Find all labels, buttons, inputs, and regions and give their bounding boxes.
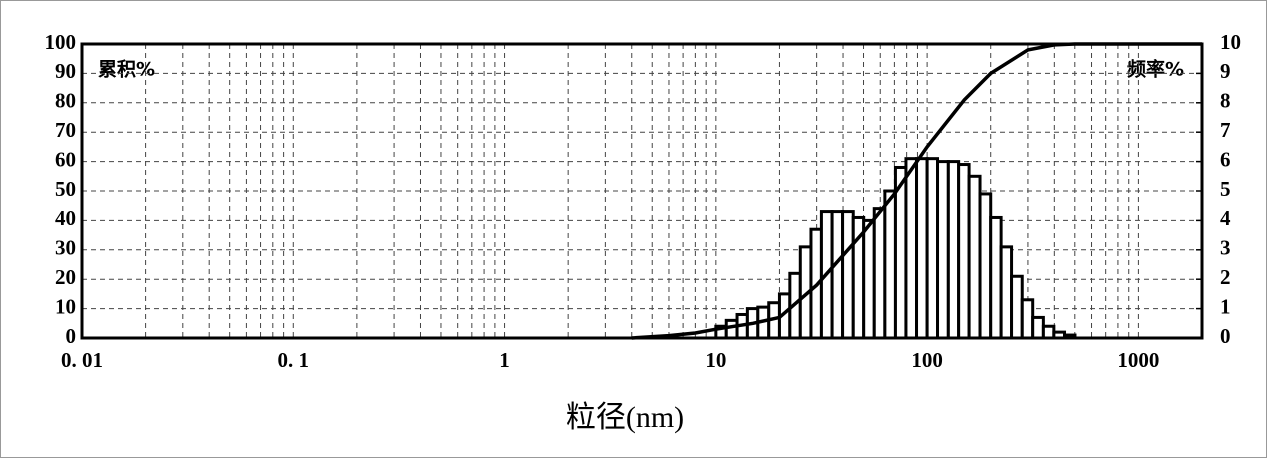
bar	[830, 210, 845, 340]
x-axis-label: 粒径(nm)	[566, 401, 684, 434]
bar	[1010, 274, 1024, 340]
plot-border	[80, 42, 1204, 340]
bar	[946, 160, 961, 340]
y-tick-label: 90	[55, 59, 76, 83]
y2-tick-label: 10	[1220, 30, 1241, 54]
cumulative-line	[631, 42, 1202, 340]
y-tick-label: 60	[55, 147, 76, 171]
bar	[978, 192, 993, 340]
bar	[915, 157, 929, 340]
bar	[1041, 324, 1056, 340]
bar	[883, 189, 897, 340]
bar	[989, 215, 1003, 340]
x-tick-label: 1	[499, 348, 510, 372]
bar	[904, 157, 919, 340]
y-tick-label: 40	[55, 206, 76, 230]
y-tick-label: 70	[55, 118, 76, 142]
y-axis-label: 累积%	[98, 59, 155, 81]
y-tick-label: 100	[45, 30, 77, 54]
y-tick-label: 10	[55, 294, 76, 318]
y-tick-label: 50	[55, 177, 76, 201]
x-tick-label: 1000	[1117, 348, 1159, 372]
y2-tick-label: 1	[1220, 294, 1231, 318]
bar	[872, 207, 887, 340]
y2-tick-label: 5	[1220, 177, 1231, 201]
x-tick-label: 0. 01	[61, 348, 103, 372]
bar	[957, 163, 971, 340]
bar	[999, 245, 1014, 340]
x-tick-label: 10	[705, 348, 726, 372]
bar	[724, 318, 739, 340]
y-tick-label: 0	[66, 324, 77, 348]
y2-tick-label: 3	[1220, 236, 1231, 260]
y2-tick-label: 4	[1220, 206, 1231, 230]
y2-axis-label: 频率%	[1127, 58, 1184, 81]
y2-tick-label: 7	[1220, 118, 1231, 142]
bar	[967, 174, 982, 340]
y-tick-label: 80	[55, 89, 76, 113]
x-tick-label: 100	[911, 348, 943, 372]
y2-tick-label: 6	[1220, 147, 1231, 171]
y2-tick-label: 0	[1220, 324, 1231, 348]
bar	[1031, 315, 1045, 340]
bar	[862, 218, 876, 340]
y2-tick-label: 8	[1220, 89, 1231, 113]
bar	[841, 210, 855, 340]
y-tick-label: 20	[55, 265, 76, 289]
y2-tick-label: 9	[1220, 59, 1231, 83]
bar	[1020, 298, 1035, 340]
bar	[936, 160, 950, 340]
bar	[925, 157, 940, 340]
x-tick-label: 0. 1	[278, 348, 310, 372]
y2-tick-label: 2	[1220, 265, 1231, 289]
y-tick-label: 30	[55, 236, 76, 260]
